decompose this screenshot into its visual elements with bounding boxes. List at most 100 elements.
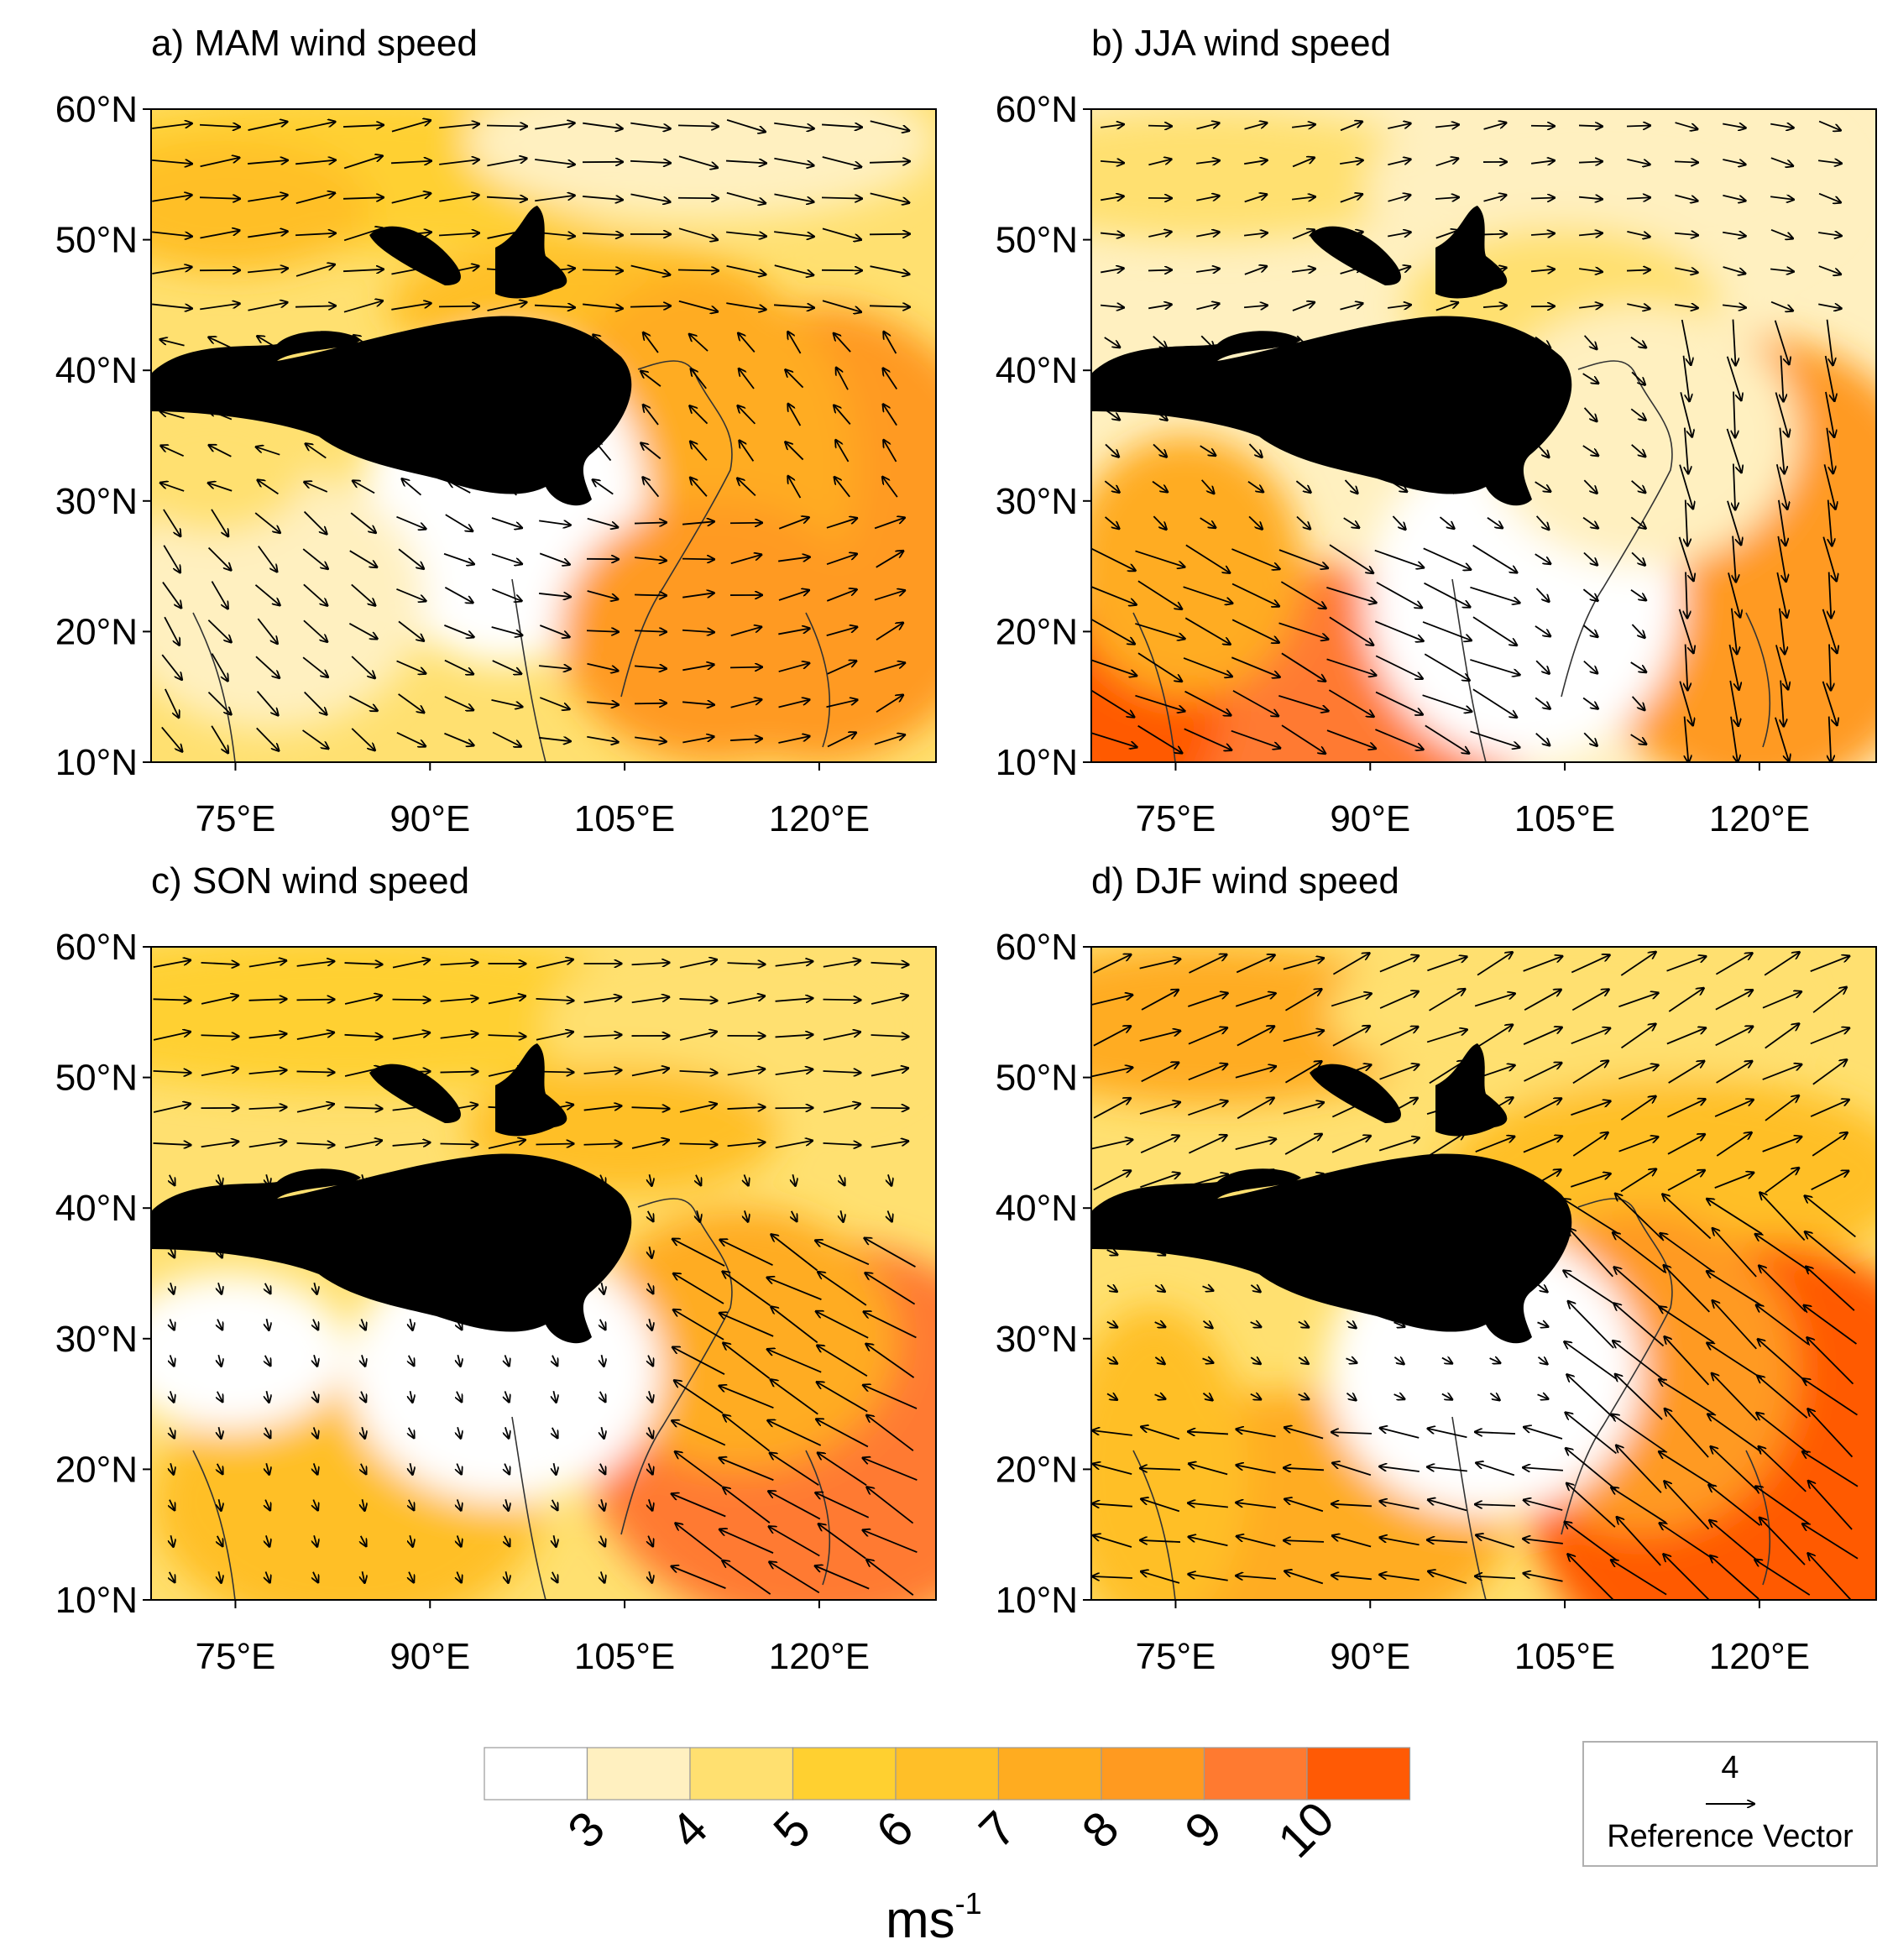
speed-patch-d-7: [1091, 1305, 1248, 1600]
wind-vector-b-270: [1780, 680, 1784, 727]
wind-vector-d-210: [1188, 1432, 1229, 1435]
wind-vector-b-107: [1630, 337, 1646, 348]
wind-vector-c-223: [866, 1415, 914, 1451]
wind-vector-a-263: [491, 698, 522, 707]
wind-vector-b-227: [1231, 619, 1279, 642]
wind-vector-a-76: [726, 265, 766, 274]
wind-vector-b-52: [1292, 230, 1315, 240]
wind-vector-a-142: [834, 405, 851, 425]
wind-vector-b-277: [1326, 729, 1376, 749]
wind-vector-a-205: [778, 557, 810, 561]
wind-vector-d-155: [1614, 1267, 1665, 1311]
colorbar-label-6: 9: [1174, 1801, 1232, 1859]
wind-vector-b-161: [1152, 480, 1168, 493]
wind-vector-c-91: [679, 1143, 718, 1144]
wind-vector-c-4: [344, 963, 383, 964]
wind-vector-c-45: [775, 1035, 813, 1037]
wind-vector-c-64: [153, 1104, 191, 1113]
wind-vector-b-41: [1530, 197, 1555, 198]
wind-vector-a-188: [729, 523, 762, 524]
wind-vector-a-50: [248, 232, 288, 238]
wind-vector-b-50: [1196, 232, 1220, 236]
wind-vector-a-41: [583, 196, 623, 200]
wind-vector-d-79: [1810, 1100, 1849, 1117]
wind-vector-a-287: [874, 734, 905, 745]
wind-vector-d-85: [1331, 1136, 1371, 1153]
wind-vector-b-183: [1439, 516, 1454, 529]
wind-vector-b-192: [1091, 547, 1135, 571]
wind-vector-a-265: [586, 702, 619, 704]
wind-vector-c-257: [217, 1535, 222, 1546]
wind-vector-b-174: [1775, 464, 1787, 510]
wind-vector-c-281: [601, 1571, 604, 1582]
wind-vector-d-228: [1284, 1468, 1325, 1471]
wind-vector-b-48: [1100, 233, 1124, 236]
wind-vector-d-145: [1154, 1285, 1165, 1292]
wind-vector-a-12: [726, 119, 766, 132]
wind-vector-c-34: [248, 1034, 287, 1038]
wind-vector-d-9: [1523, 956, 1563, 972]
wind-vector-a-189: [778, 517, 809, 530]
wind-vector-a-185: [587, 517, 618, 528]
wind-vector-d-208: [1092, 1430, 1132, 1436]
wind-vector-d-179: [1250, 1357, 1261, 1364]
wind-vector-a-266: [634, 703, 667, 704]
wind-vector-a-208: [162, 582, 181, 609]
lon-tick-label-d-3: 120°E: [1709, 1636, 1810, 1677]
wind-vector-b-84: [1292, 302, 1315, 311]
wind-vector-b-264: [1472, 688, 1517, 717]
wind-vector-d-247: [1428, 1500, 1467, 1512]
wind-vector-d-217: [1524, 1427, 1563, 1440]
wind-vector-c-19: [296, 1000, 335, 1001]
wind-vector-b-197: [1329, 544, 1373, 573]
wind-vector-c-210: [265, 1427, 270, 1439]
wind-vector-b-7: [1435, 124, 1459, 127]
wind-vector-a-209: [211, 581, 227, 609]
wind-vector-d-256: [1093, 1535, 1132, 1548]
wind-vector-c-80: [153, 1143, 191, 1145]
wind-vector-c-39: [488, 1035, 526, 1037]
wind-vector-d-44: [1666, 1028, 1706, 1045]
colorbar-label-7: 10: [1268, 1791, 1345, 1869]
wind-vector-a-280: [539, 738, 571, 741]
wind-vector-b-5: [1340, 122, 1362, 132]
wind-vector-a-277: [396, 731, 426, 746]
wind-vector-c-249: [601, 1499, 604, 1510]
wind-vector-d-284: [1663, 1554, 1711, 1600]
wind-vector-c-92: [727, 1142, 766, 1146]
wind-vector-d-181: [1346, 1358, 1357, 1362]
wind-vector-a-170: [643, 477, 660, 498]
panel-frame-c: [150, 946, 937, 1601]
wind-vector-b-146: [1200, 445, 1216, 456]
wind-vector-a-38: [439, 195, 478, 202]
wind-vector-b-251: [1630, 661, 1647, 672]
wind-vector-c-82: [248, 1142, 286, 1148]
wind-vector-b-248: [1470, 659, 1519, 675]
colorbar-label-4: 7: [969, 1801, 1027, 1859]
wind-vector-c-31: [871, 996, 908, 1005]
wind-vector-a-197: [398, 548, 424, 568]
panel-frame-a: [150, 108, 937, 763]
wind-vector-a-14: [821, 124, 862, 127]
wind-vector-b-205: [1733, 536, 1736, 583]
wind-vector-c-197: [410, 1390, 413, 1403]
wind-vectors-d: [1092, 952, 1859, 1600]
wind-vector-d-195: [1250, 1394, 1261, 1400]
wind-vector-d-190: [1758, 1339, 1807, 1383]
lat-tick-label-c-5: 10°N: [55, 1580, 138, 1621]
wind-vector-d-14: [1764, 952, 1800, 976]
wind-vector-b-29: [1723, 159, 1745, 165]
lat-tick-label-b-3: 30°N: [996, 481, 1078, 522]
wind-vector-b-154: [1582, 445, 1598, 456]
wind-vector-b-240: [1091, 659, 1137, 676]
wind-speed-field-c: [151, 947, 936, 1600]
wind-vector-d-164: [1298, 1322, 1309, 1328]
wind-vector-b-12: [1675, 122, 1698, 129]
wind-vector-d-225: [1140, 1468, 1181, 1470]
terrain-mask-altai-d: [1310, 1064, 1401, 1123]
wind-vector-a-198: [443, 552, 474, 564]
wind-vector-c-139: [672, 1239, 725, 1267]
wind-vector-c-74: [631, 1107, 670, 1109]
wind-vector-b-32: [1101, 196, 1124, 201]
wind-vector-b-234: [1582, 625, 1598, 637]
